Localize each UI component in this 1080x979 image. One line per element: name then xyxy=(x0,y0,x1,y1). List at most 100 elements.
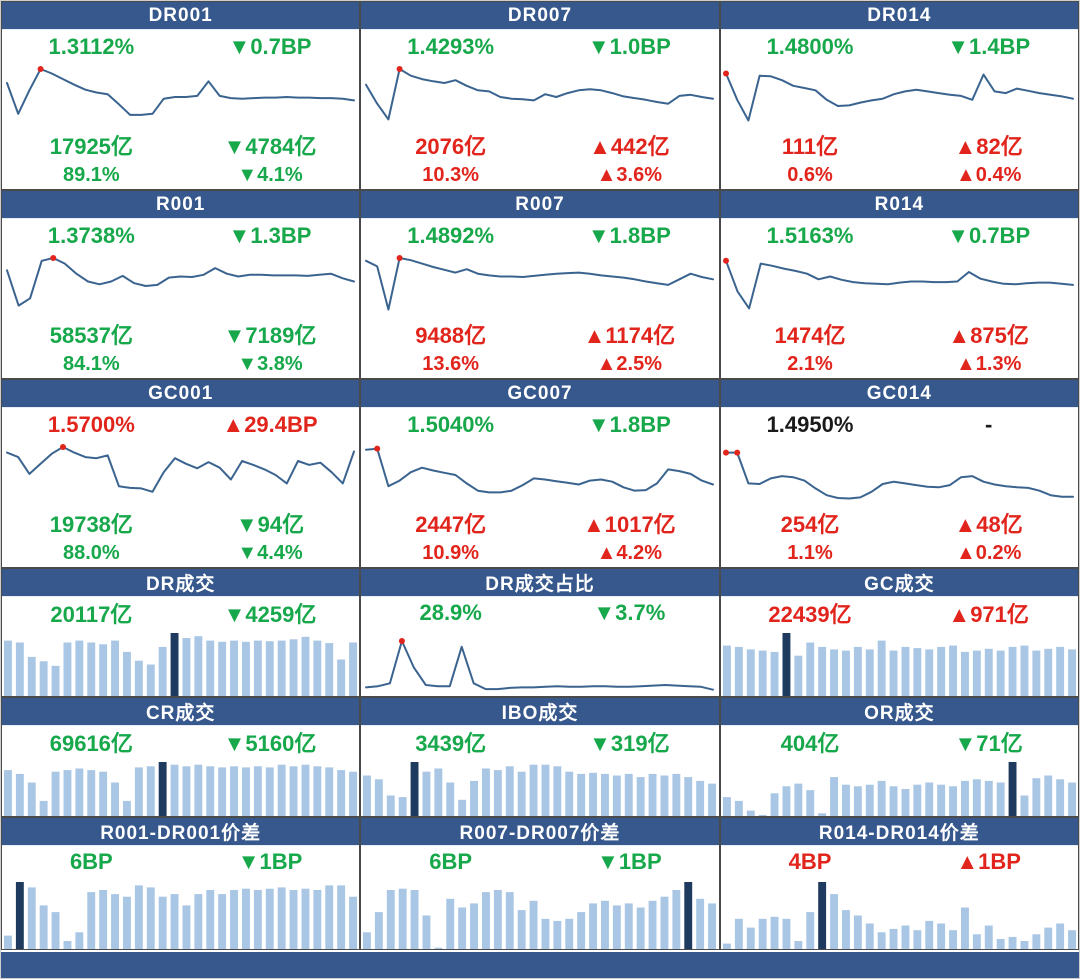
rate-change: ▼1.4BP xyxy=(947,34,1031,59)
share-row: 2.1% ▲1.3% xyxy=(721,350,1078,378)
rate-change: ▼1.8BP xyxy=(587,223,671,248)
rate-row: 1.3738% ▼1.3BP xyxy=(2,219,359,253)
footer-bar xyxy=(1,950,1079,978)
bar-chart xyxy=(2,878,359,949)
share-value: 84.1% xyxy=(62,352,120,375)
panel-title: R001 xyxy=(2,191,360,219)
share-change: ▼4.1% xyxy=(237,163,303,186)
rate-row: 1.4800% ▼1.4BP xyxy=(721,30,1078,64)
rate-change: ▼1.0BP xyxy=(587,34,671,59)
rate-row: 1.5163% ▼0.7BP xyxy=(721,219,1078,253)
stat-row: 3439亿 ▼319亿 xyxy=(361,726,718,758)
panel-title: R001-DR001价差 xyxy=(2,818,360,846)
rate-value: 1.5700% xyxy=(47,412,135,437)
line-chart xyxy=(361,629,718,696)
volume-row: 1474亿 ▲875亿 xyxy=(721,318,1078,350)
share-value: 13.6% xyxy=(422,352,480,375)
stat-value: 404亿 xyxy=(780,731,840,756)
stat-value: 3439亿 xyxy=(415,731,487,756)
volume-change: ▲82亿 xyxy=(954,134,1023,159)
panel-title: R014-DR014价差 xyxy=(720,818,1078,846)
stat-change: ▼71亿 xyxy=(954,731,1023,756)
panel-title: IBO成交 xyxy=(361,698,719,726)
share-row: 1.1% ▲0.2% xyxy=(721,539,1078,567)
rate-value: 1.3738% xyxy=(47,223,135,248)
rate-change: ▲29.4BP xyxy=(222,412,318,437)
panel-title: CR成交 xyxy=(2,698,360,726)
panel-dr007: DR007 1.4293% ▼1.0BP 2076亿 ▲442亿 10.3% ▲… xyxy=(360,1,720,190)
panel-dr-volume-share: DR成交占比 28.9% ▼3.7% xyxy=(360,568,720,697)
share-row: 0.6% ▲0.4% xyxy=(721,161,1078,189)
volume-row: 2076亿 ▲442亿 xyxy=(361,129,718,161)
volume-row: 2447亿 ▲1017亿 xyxy=(361,507,718,539)
stat-change: ▲1BP xyxy=(956,849,1021,874)
stat-change: ▲971亿 xyxy=(948,602,1029,627)
stat-value: 6BP xyxy=(69,849,113,874)
stat-value: 6BP xyxy=(429,849,473,874)
panel-gc001: GC001 1.5700% ▲29.4BP 19738亿 ▼94亿 88.0% … xyxy=(1,379,361,568)
line-chart xyxy=(361,253,718,318)
share-change: ▲4.2% xyxy=(596,541,663,564)
panel-title: GC014 xyxy=(720,380,1078,408)
line-chart xyxy=(721,64,1078,129)
bar-chart xyxy=(2,758,359,816)
share-value: 2.1% xyxy=(787,352,833,375)
rate-change: ▼1.8BP xyxy=(587,412,671,437)
panel-or-volume: OR成交 404亿 ▼71亿 xyxy=(719,697,1079,817)
volume-change: ▲48亿 xyxy=(954,512,1023,537)
bar-chart xyxy=(2,629,359,696)
share-row: 84.1% ▼3.8% xyxy=(2,350,359,378)
panel-dr014: DR014 1.4800% ▼1.4BP 111亿 ▲82亿 0.6% ▲0.4… xyxy=(719,1,1079,190)
share-row: 88.0% ▼4.4% xyxy=(2,539,359,567)
panel-r007: R007 1.4892% ▼1.8BP 9488亿 ▲1174亿 13.6% ▲… xyxy=(360,190,720,379)
rate-change: ▼1.3BP xyxy=(228,223,312,248)
volume-change: ▲875亿 xyxy=(948,323,1029,348)
stat-row: 69616亿 ▼5160亿 xyxy=(2,726,359,758)
panel-gc014: GC014 1.4950% - 254亿 ▲48亿 1.1% ▲0.2% xyxy=(719,379,1079,568)
panel-title: R007-DR007价差 xyxy=(361,818,719,846)
volume-row: 9488亿 ▲1174亿 xyxy=(361,318,718,350)
stat-row: 6BP ▼1BP xyxy=(2,846,359,878)
panel-r014: R014 1.5163% ▼0.7BP 1474亿 ▲875亿 2.1% ▲1.… xyxy=(719,190,1079,379)
line-chart xyxy=(361,442,718,507)
share-row: 10.9% ▲4.2% xyxy=(361,539,718,567)
stat-change: ▼319亿 xyxy=(589,731,670,756)
rate-row: 1.4293% ▼1.0BP xyxy=(361,30,718,64)
panel-r014-dr014-spread: R014-DR014价差 4BP ▲1BP xyxy=(719,817,1079,950)
rate-value: 1.3112% xyxy=(48,34,135,59)
panel-gc007: GC007 1.5040% ▼1.8BP 2447亿 ▲1017亿 10.9% … xyxy=(360,379,720,568)
panel-title: R014 xyxy=(720,191,1078,219)
stat-row: 20117亿 ▼4259亿 xyxy=(2,597,359,629)
rate-value: 1.4892% xyxy=(407,223,495,248)
rate-value: 1.4293% xyxy=(407,34,495,59)
panel-title: DR001 xyxy=(2,2,360,30)
line-chart xyxy=(361,64,718,129)
volume-value: 58537亿 xyxy=(49,323,133,348)
panel-title: DR007 xyxy=(361,2,719,30)
share-value: 88.0% xyxy=(62,541,120,564)
share-change: ▲0.2% xyxy=(955,541,1022,564)
volume-value: 19738亿 xyxy=(49,512,133,537)
stat-value: 20117亿 xyxy=(50,602,133,627)
volume-value: 254亿 xyxy=(780,512,840,537)
panel-title: R007 xyxy=(361,191,719,219)
panel-r007-dr007-spread: R007-DR007价差 6BP ▼1BP xyxy=(360,817,720,950)
rate-row: 1.4892% ▼1.8BP xyxy=(361,219,718,253)
share-change: ▲3.6% xyxy=(596,163,663,186)
share-change: ▲1.3% xyxy=(955,352,1022,375)
panel-gc-volume: GC成交 22439亿 ▲971亿 xyxy=(719,568,1079,697)
volume-row: 19738亿 ▼94亿 xyxy=(2,507,359,539)
volume-value: 1474亿 xyxy=(774,323,846,348)
panel-dr-volume: DR成交 20117亿 ▼4259亿 xyxy=(1,568,361,697)
share-value: 10.3% xyxy=(422,163,480,186)
stat-row: 4BP ▲1BP xyxy=(721,846,1078,878)
volume-row: 111亿 ▲82亿 xyxy=(721,129,1078,161)
line-chart xyxy=(721,442,1078,507)
panel-ibo-volume: IBO成交 3439亿 ▼319亿 xyxy=(360,697,720,817)
stat-value: 22439亿 xyxy=(768,602,852,627)
stat-change: ▼5160亿 xyxy=(223,731,317,756)
share-change: ▼4.4% xyxy=(237,541,303,564)
panel-title: DR成交 xyxy=(2,569,360,597)
volume-change: ▲442亿 xyxy=(589,134,670,159)
